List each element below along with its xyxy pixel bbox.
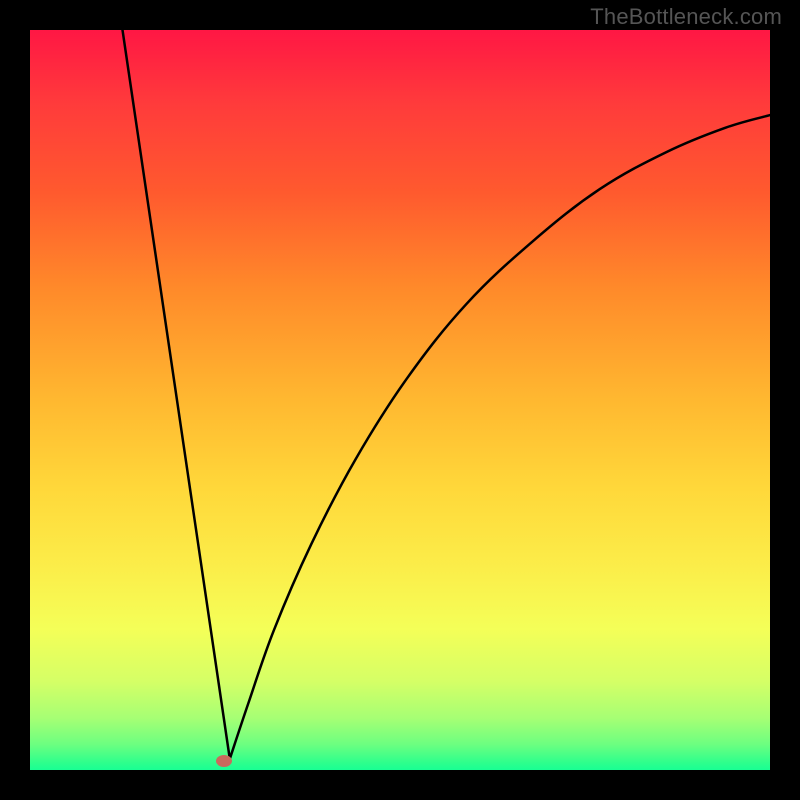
watermark: TheBottleneck.com: [590, 4, 782, 30]
chart-container: TheBottleneck.com: [0, 0, 800, 800]
plot-area: [30, 30, 770, 770]
minimum-marker: [216, 755, 232, 767]
curve: [30, 30, 770, 770]
